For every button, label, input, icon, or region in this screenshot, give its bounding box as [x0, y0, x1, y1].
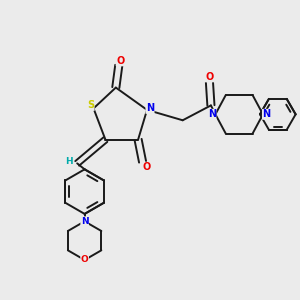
- Text: O: O: [116, 56, 124, 66]
- Text: N: N: [146, 103, 154, 113]
- Text: H: H: [65, 158, 73, 166]
- Text: N: N: [208, 109, 216, 119]
- Text: O: O: [205, 72, 214, 82]
- Text: O: O: [142, 162, 150, 172]
- Text: S: S: [87, 100, 94, 110]
- Text: O: O: [81, 256, 88, 265]
- Text: N: N: [81, 217, 88, 226]
- Text: N: N: [262, 109, 271, 119]
